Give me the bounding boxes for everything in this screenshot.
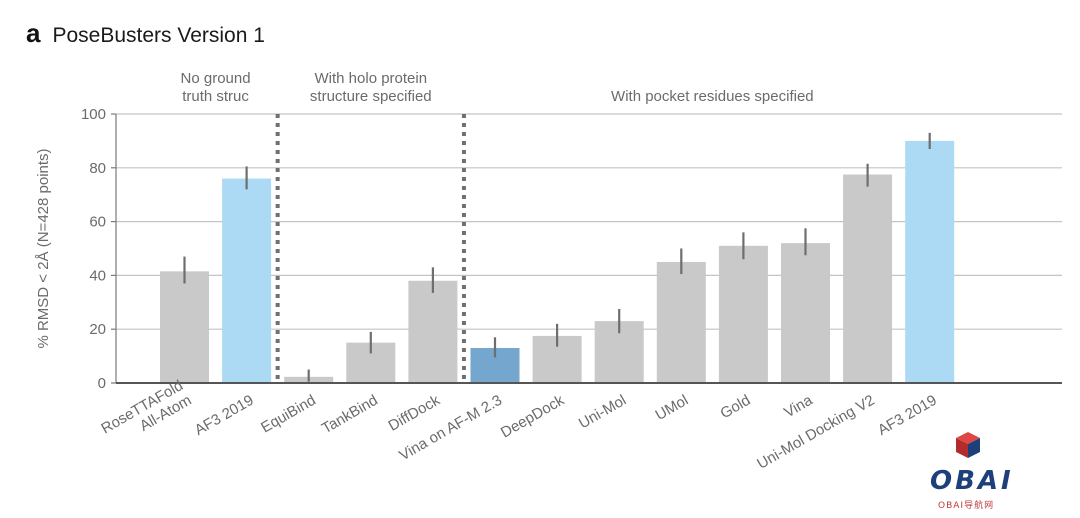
y-tick-label: 20 xyxy=(89,321,106,338)
category-label: DeepDock xyxy=(498,391,568,441)
panel-letter: a xyxy=(26,18,41,48)
category-label: AF3 2019 xyxy=(192,392,257,439)
y-tick-label: 40 xyxy=(89,267,106,284)
group-label: With holo protein structure specified xyxy=(310,70,432,105)
category-label: Gold xyxy=(717,392,753,423)
axes xyxy=(111,113,1062,384)
y-tick-label: 60 xyxy=(89,214,106,231)
bar xyxy=(160,271,209,383)
bar xyxy=(843,174,893,383)
panel-header: a PoseBusters Version 1 xyxy=(26,18,265,49)
category-label: TankBind xyxy=(319,392,381,438)
watermark-subtext: OBAI导航网 xyxy=(938,501,995,511)
bar xyxy=(656,261,706,383)
y-tick-label: 0 xyxy=(98,375,106,392)
watermark: OBAI OBAI导航网 xyxy=(918,432,1028,512)
y-axis-title: % RMSD < 2Å (N=428 points) xyxy=(35,148,52,348)
bar xyxy=(905,140,955,383)
bar xyxy=(718,245,768,383)
y-tick-label: 80 xyxy=(89,160,106,177)
group-label: With pocket residues specified xyxy=(611,88,814,105)
category-label: Vina on AF-M 2.3 xyxy=(396,392,505,465)
group-label: No ground truth struc xyxy=(181,70,251,105)
category-label: Uni-Mol Docking V2 xyxy=(754,392,877,473)
y-tick-label: 100 xyxy=(81,106,106,123)
chart-title: PoseBusters Version 1 xyxy=(52,24,265,47)
watermark-text: OBAI xyxy=(930,466,1014,496)
bars xyxy=(160,140,955,383)
grid-layer xyxy=(116,113,1062,330)
bar xyxy=(408,280,458,383)
bar xyxy=(781,243,830,383)
error-bars xyxy=(183,132,931,382)
cube-logo-icon xyxy=(956,432,980,458)
category-label: RoseTTAFoldAll-Atom xyxy=(98,377,194,452)
category-label: UMol xyxy=(652,392,691,424)
category-label: Uni-Mol xyxy=(576,392,629,433)
category-label: EquiBind xyxy=(258,392,319,437)
category-label: Vina xyxy=(781,391,816,421)
bar xyxy=(222,178,272,383)
